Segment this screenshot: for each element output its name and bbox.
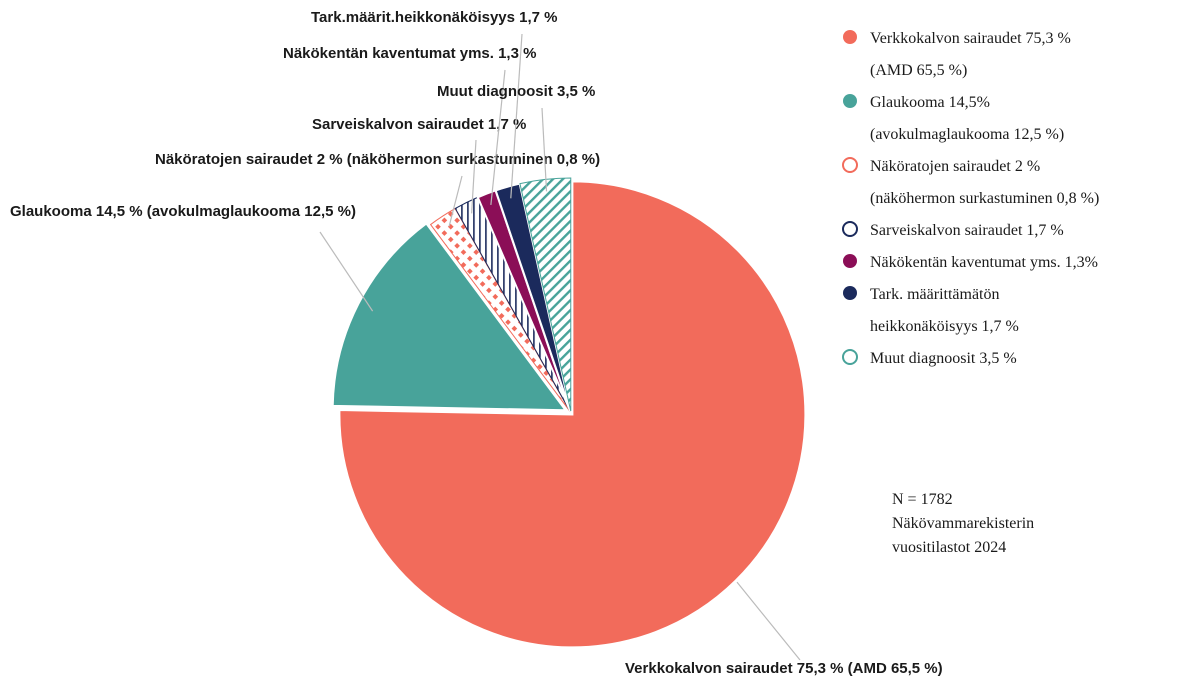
slice-label: Tark.määrit.heikkonäköisyys 1,7 % <box>311 9 558 26</box>
leader-line <box>541 107 548 192</box>
legend-marker <box>842 157 858 173</box>
slice-label: Verkkokalvon sairaudet 75,3 % (AMD 65,5 … <box>625 660 943 677</box>
slice-label: Näkökentän kaventumat yms. 1,3 % <box>283 45 536 62</box>
legend-label: Tark. määrittämätön <box>870 286 1000 303</box>
legend-label: Sarveiskalvon sairaudet 1,7 % <box>870 222 1064 239</box>
legend-label: (AMD 65,5 %) <box>870 62 967 79</box>
legend-marker <box>843 254 857 268</box>
leader-line <box>490 69 506 205</box>
leader-line <box>448 175 463 227</box>
legend-marker <box>842 221 858 237</box>
note: Näkövammarekisterin <box>892 515 1034 532</box>
legend-label: (näköhermon surkastuminen 0,8 %) <box>870 190 1099 207</box>
legend-marker <box>842 349 858 365</box>
legend-label: (avokulmaglaukooma 12,5 %) <box>870 126 1064 143</box>
pie-slice <box>519 177 572 412</box>
pie-slice <box>331 222 568 412</box>
legend-label: Näkökentän kaventumat yms. 1,3% <box>870 254 1098 271</box>
note: N = 1782 <box>892 491 953 508</box>
legend-marker <box>843 94 857 108</box>
legend-marker <box>843 286 857 300</box>
slice-label: Näköratojen sairaudet 2 % (näköhermon su… <box>155 151 600 168</box>
leader-line <box>736 581 801 661</box>
legend-label: heikkonäköisyys 1,7 % <box>870 318 1019 335</box>
legend-marker <box>843 30 857 44</box>
leader-line <box>319 231 374 312</box>
slice-label: Glaukooma 14,5 % (avokulmaglaukooma 12,5… <box>10 203 356 220</box>
leader-line <box>471 139 477 214</box>
slice-label: Sarveiskalvon sairaudet 1,7 % <box>312 116 526 133</box>
legend-label: Glaukooma 14,5% <box>870 94 990 111</box>
legend-label: Verkkokalvon sairaudet 75,3 % <box>870 30 1071 47</box>
note: vuositilastot 2024 <box>892 539 1006 556</box>
pie-slice <box>338 180 807 649</box>
legend-label: Muut diagnoosit 3,5 % <box>870 350 1017 367</box>
slice-label: Muut diagnoosit 3,5 % <box>437 83 595 100</box>
leader-line <box>510 33 523 199</box>
legend-label: Näköratojen sairaudet 2 % <box>870 158 1040 175</box>
